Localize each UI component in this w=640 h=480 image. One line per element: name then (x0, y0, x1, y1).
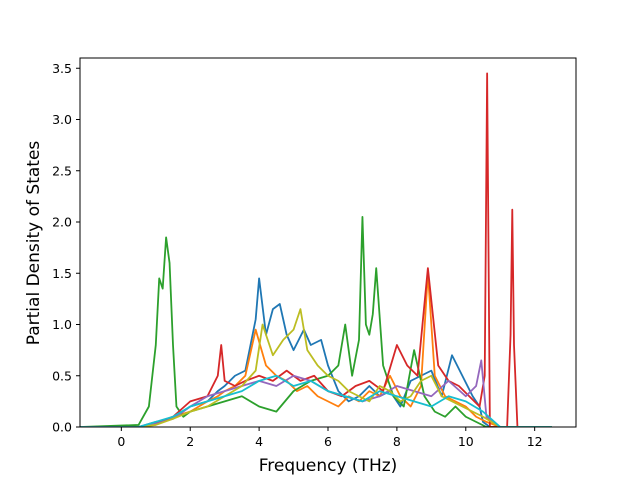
series-line-7 (80, 374, 552, 427)
y-tick-label: 1.0 (52, 317, 72, 332)
y-tick-label: 0.5 (52, 368, 72, 383)
series-line-1 (80, 277, 552, 427)
y-axis-ticks: 0.0 0.5 1.0 1.5 2.0 2.5 3.0 3.5 (52, 61, 80, 435)
x-tick-label: 10 (458, 434, 474, 449)
y-tick-label: 2.0 (52, 215, 72, 230)
x-tick-label: 8 (393, 434, 401, 449)
y-tick-label: 1.5 (52, 266, 72, 281)
y-axis-label: Partial Density of States (24, 141, 44, 346)
y-tick-label: 3.0 (52, 112, 72, 127)
series-layer (80, 72, 552, 427)
y-tick-label: 2.5 (52, 163, 72, 178)
x-axis-label: Frequency (THz) (259, 456, 398, 476)
y-tick-label: 3.5 (52, 61, 72, 76)
series-line-3 (80, 215, 552, 427)
series-line-4 (80, 72, 552, 427)
x-tick-label: 4 (255, 434, 263, 449)
series-line-6 (80, 308, 552, 427)
x-axis-ticks: 0 2 4 6 8 10 12 (117, 427, 543, 449)
x-tick-label: 6 (324, 434, 332, 449)
x-tick-label: 2 (186, 434, 194, 449)
y-tick-label: 0.0 (52, 420, 72, 435)
x-tick-label: 0 (117, 434, 125, 449)
x-tick-label: 12 (527, 434, 543, 449)
